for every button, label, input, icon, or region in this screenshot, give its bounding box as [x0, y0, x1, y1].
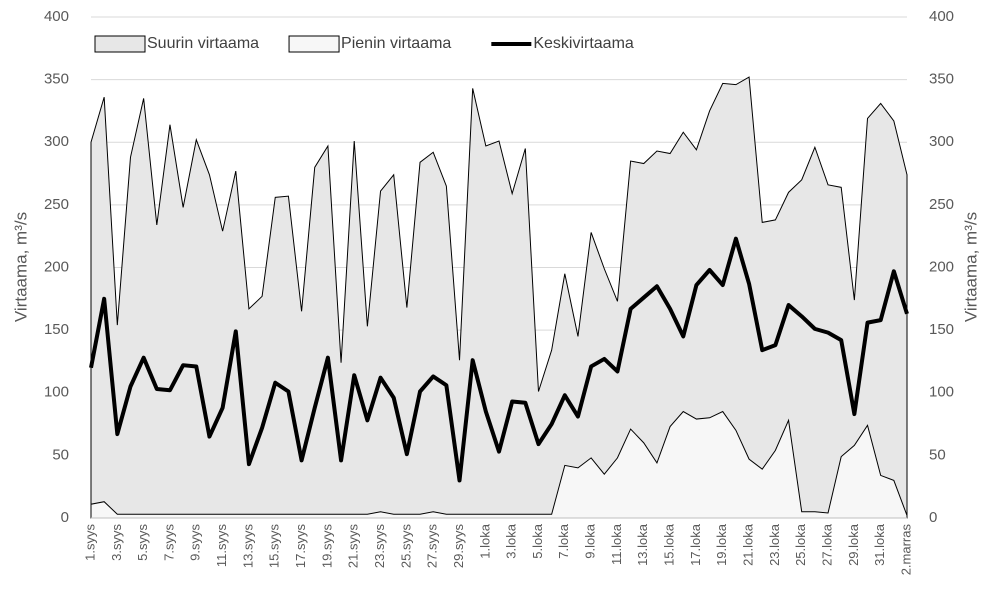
legend-label: Suurin virtaama: [147, 35, 259, 52]
y-tick-label: 200: [44, 258, 69, 275]
x-tick-label: 7.syys: [161, 524, 176, 561]
x-tick-label: 25.loka: [793, 523, 808, 566]
x-tick-label: 17.loka: [688, 523, 703, 566]
y2-tick-label: 400: [929, 8, 954, 25]
x-tick-label: 3.loka: [504, 523, 519, 558]
y-tick-label: 350: [44, 71, 69, 88]
y-tick-label: 250: [44, 196, 69, 213]
x-tick-label: 5.syys: [135, 524, 150, 561]
x-tick-label: 11.syys: [214, 524, 229, 568]
y2-tick-label: 0: [929, 509, 937, 526]
x-tick-label: 31.loka: [872, 523, 887, 566]
x-tick-label: 21.syys: [346, 524, 361, 569]
x-tick-label: 13.loka: [635, 523, 650, 566]
legend-swatch: [288, 35, 340, 53]
x-tick-label: 19.syys: [319, 524, 334, 569]
x-tick-label: 3.syys: [109, 524, 124, 561]
area: [90, 410, 908, 519]
x-tick-label: 21.loka: [741, 523, 756, 566]
y-tick-label: 300: [44, 133, 69, 150]
x-tick-label: 9.syys: [188, 524, 203, 561]
y2-tick-label: 350: [929, 71, 954, 88]
x-tick-label: 1.syys: [82, 524, 97, 561]
x-tick-label: 1.loka: [477, 523, 492, 558]
x-tick-label: 23.loka: [767, 523, 782, 566]
line: [89, 236, 909, 483]
y2-tick-label: 250: [929, 196, 954, 213]
y2-tick-label: 200: [929, 258, 954, 275]
x-tick-label: 15.loka: [662, 523, 677, 566]
x-tick-label: 19.loka: [714, 523, 729, 566]
x-tick-label: 7.loka: [556, 523, 571, 558]
area: [90, 76, 908, 519]
y-axis-title: Virtaama, m³/s: [11, 212, 30, 322]
x-tick-label: 23.syys: [372, 524, 387, 569]
x-tick-label: 15.syys: [267, 524, 282, 569]
x-tick-label: 13.syys: [240, 524, 255, 569]
x-tick-label: 25.syys: [398, 524, 413, 569]
legend-label: Pienin virtaama: [341, 35, 451, 52]
x-tick-label: 2.marras: [898, 524, 913, 576]
x-tick-label: 9.loka: [583, 523, 598, 558]
legend-swatch: [94, 35, 146, 53]
y2-tick-label: 50: [929, 446, 946, 463]
x-tick-label: 5.loka: [530, 523, 545, 558]
y-tick-label: 0: [61, 509, 69, 526]
x-tick-label: 29.syys: [451, 524, 466, 569]
y2-tick-label: 150: [929, 321, 954, 338]
y-tick-label: 400: [44, 8, 69, 25]
x-tick-label: 17.syys: [293, 524, 308, 569]
x-tick-label: 29.loka: [846, 523, 861, 566]
legend-label: Keskivirtaama: [533, 35, 634, 52]
y-tick-label: 100: [44, 384, 69, 401]
y2-tick-label: 300: [929, 133, 954, 150]
y-tick-label: 150: [44, 321, 69, 338]
y2-axis-title: Virtaama, m³/s: [961, 212, 980, 322]
x-tick-label: 27.loka: [819, 523, 834, 566]
x-tick-label: 11.loka: [609, 523, 624, 565]
y-tick-label: 50: [52, 446, 69, 463]
x-tick-label: 27.syys: [425, 524, 440, 569]
y2-tick-label: 100: [929, 384, 954, 401]
